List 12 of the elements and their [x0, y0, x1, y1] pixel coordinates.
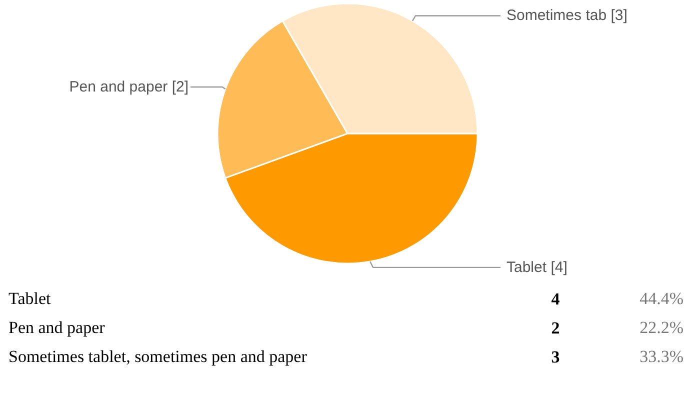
- slice-label: Sometimes tab [3]: [506, 7, 628, 24]
- text: 2: [551, 318, 560, 338]
- slice-label: Pen and paper [2]: [69, 78, 189, 96]
- text: Sometimes tablet, sometimes pen and paper: [8, 347, 308, 366]
- text: 33.3%: [640, 347, 684, 366]
- text: 44.4%: [640, 289, 684, 308]
- text: Tablet: [8, 289, 52, 308]
- text: 3: [551, 348, 560, 366]
- text: 4: [551, 290, 560, 308]
- text: Pen and paper: [8, 318, 106, 337]
- text: 22.2%: [640, 318, 684, 337]
- slice-label: Tablet [4]: [506, 258, 568, 276]
